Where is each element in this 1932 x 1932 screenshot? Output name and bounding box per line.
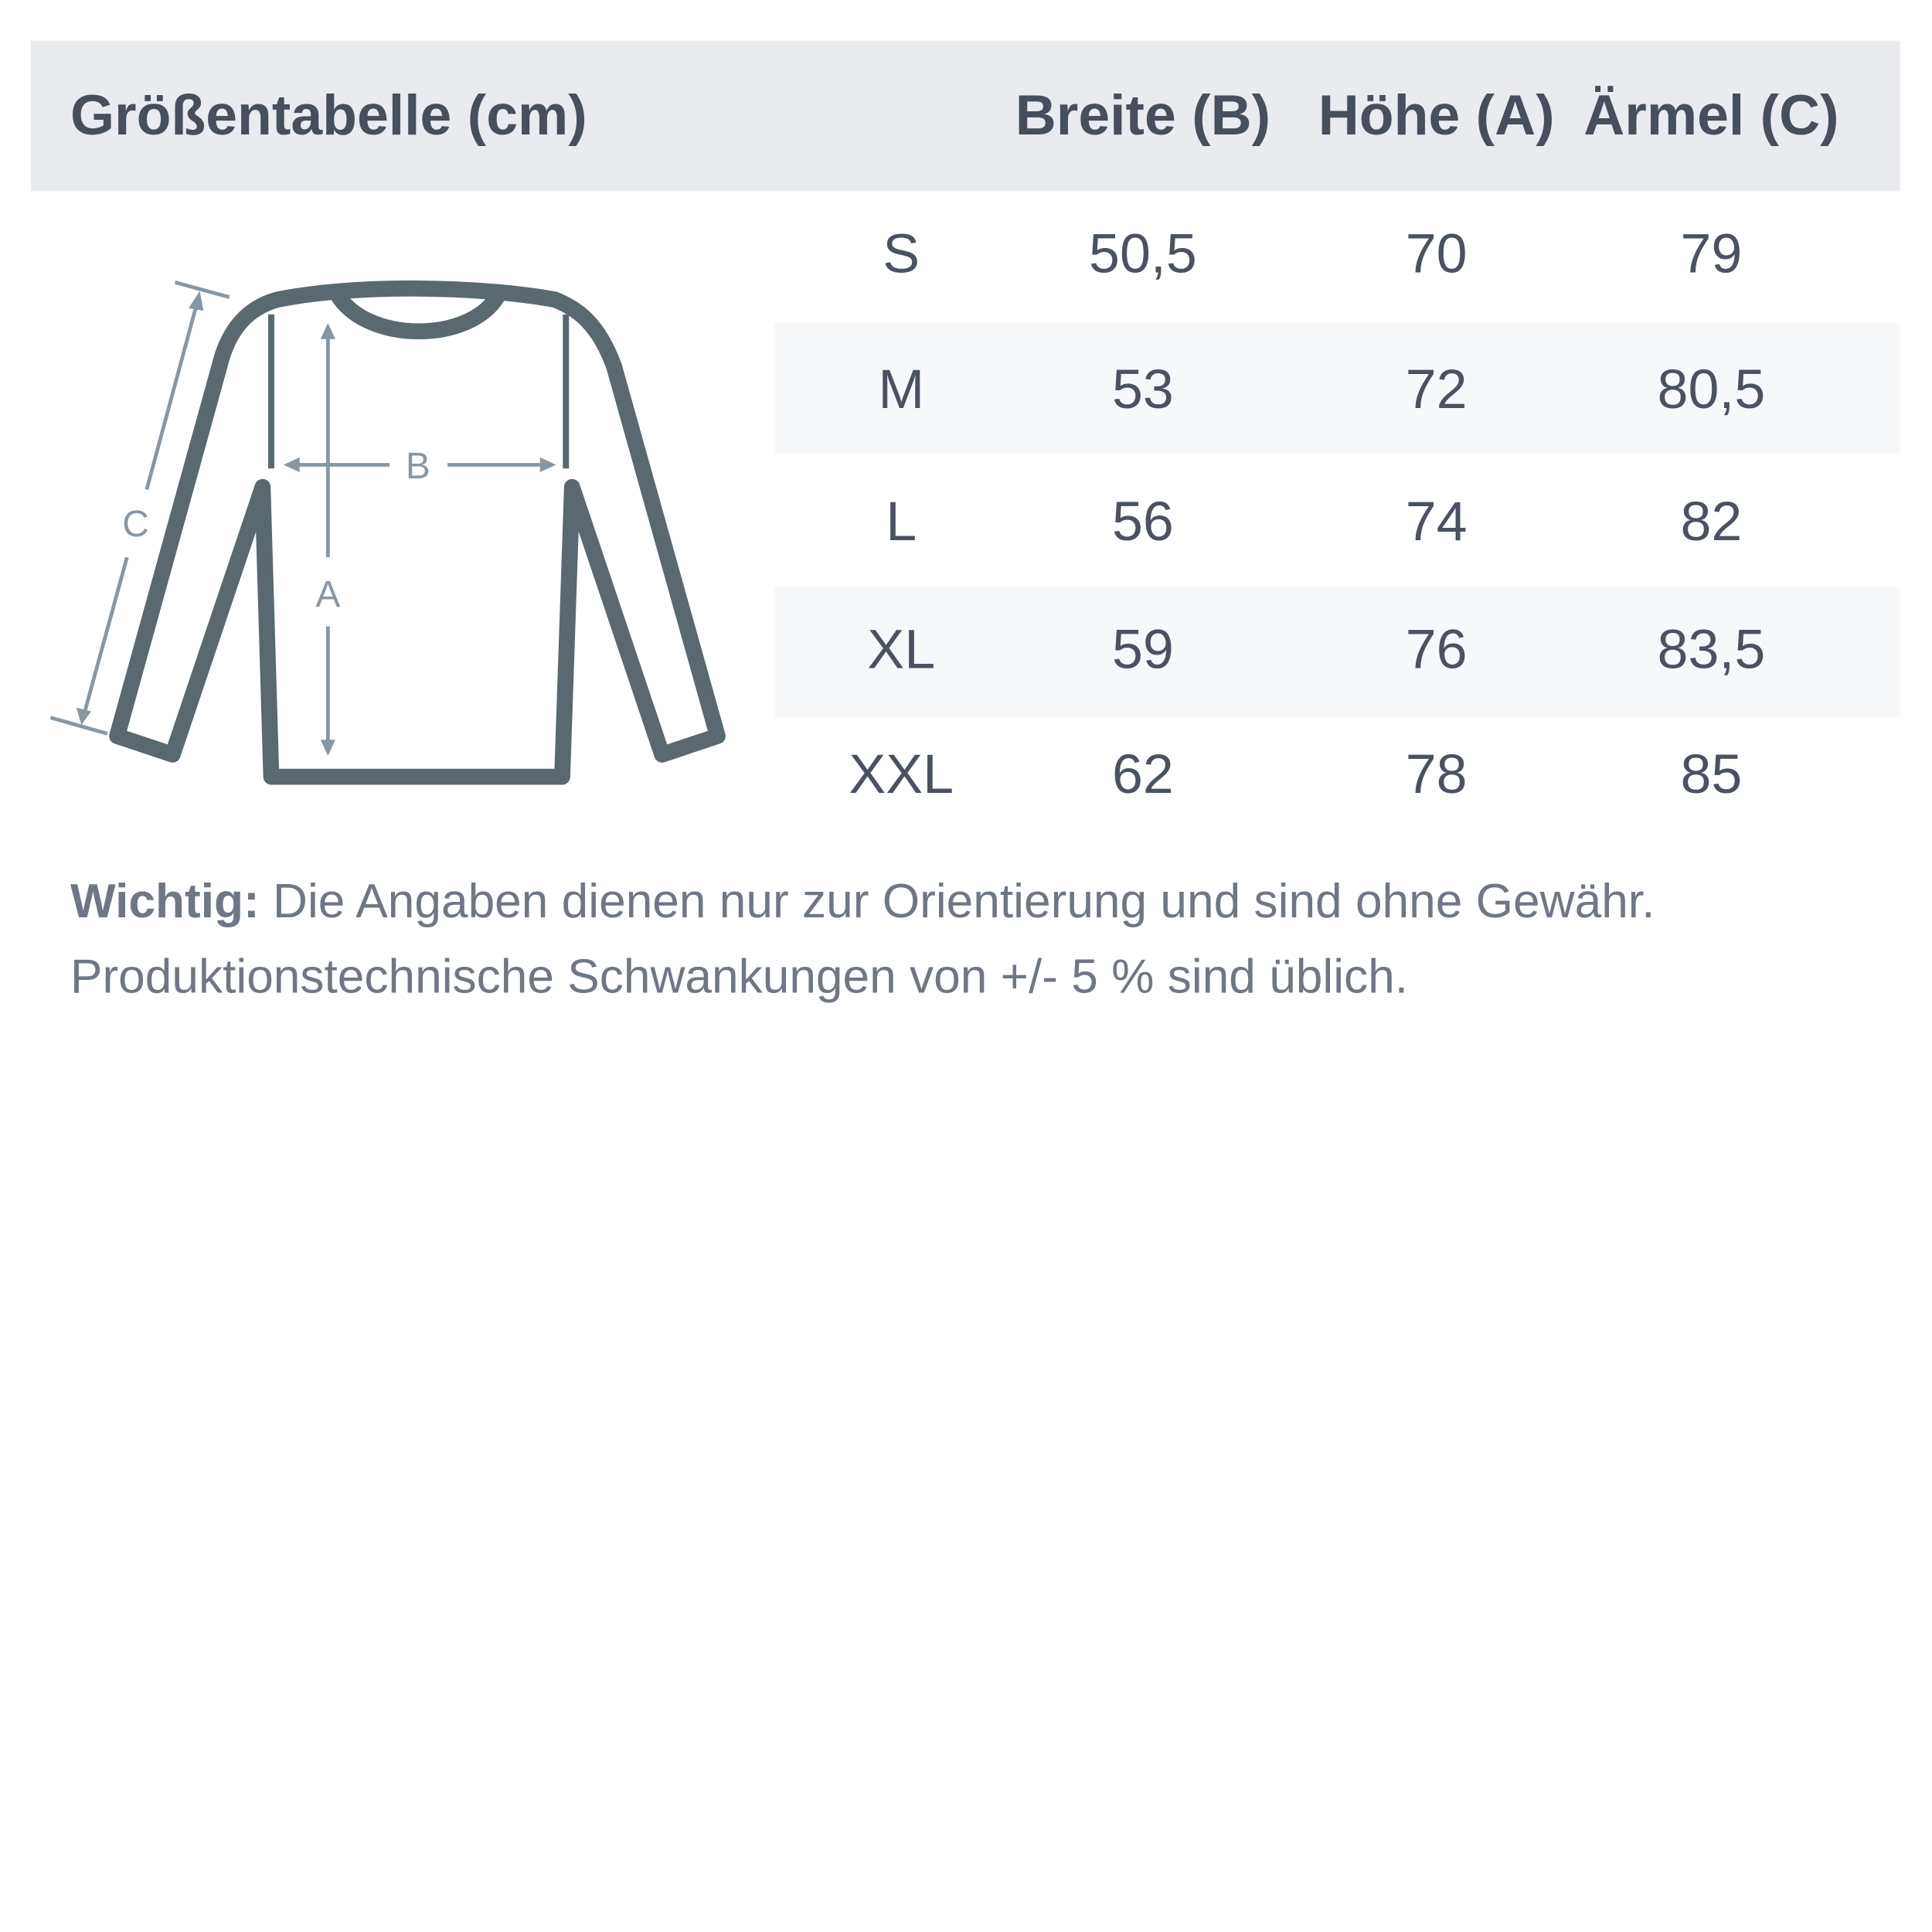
size-label: S (883, 222, 920, 285)
label-a: A (315, 574, 340, 615)
note-line-1: Wichtig: Die Angaben dienen nur zur Orie… (70, 876, 1655, 930)
column-header-width: Breite (B) (1015, 82, 1271, 147)
table-cell: 83,5 (1657, 617, 1766, 681)
row-stripe (774, 587, 1900, 718)
note-bold: Wichtig: (70, 875, 260, 929)
size-label: XXL (849, 742, 954, 805)
table-cell: 79 (1680, 222, 1743, 285)
shirt-collar-icon (331, 289, 505, 339)
label-c: C (122, 504, 149, 545)
table-cell: 76 (1405, 617, 1468, 681)
table-cell: 70 (1405, 222, 1468, 285)
label-b: B (406, 446, 430, 487)
table-cell: 50,5 (1089, 222, 1197, 285)
note-text-1: Die Angaben dienen nur zur Orientierung … (259, 875, 1655, 929)
table-cell: 59 (1112, 617, 1174, 681)
table-cell: 56 (1112, 489, 1174, 553)
table-cell: 82 (1680, 489, 1743, 553)
table-cell: 78 (1405, 742, 1468, 805)
shirt-diagram: B A C (49, 280, 726, 785)
table-cell: 72 (1405, 357, 1468, 421)
shirt-outline-icon (109, 280, 726, 785)
table-cell: 74 (1405, 489, 1468, 553)
column-header-sleeve: Ärmel (C) (1583, 82, 1839, 147)
note-line-2: Produktionstechnische Schwankungen von +… (70, 951, 1409, 1004)
table-cell: 80,5 (1657, 357, 1766, 421)
table-header (30, 40, 1900, 192)
size-label: M (878, 357, 925, 421)
chart-title: Größentabelle (cm) (70, 82, 587, 147)
table-cell: 62 (1112, 742, 1174, 805)
size-label: L (886, 489, 917, 553)
table-cell: 85 (1680, 742, 1743, 805)
row-stripe (774, 322, 1900, 454)
size-label: XL (867, 617, 936, 681)
column-header-height: Höhe (A) (1318, 82, 1555, 147)
table-cell: 53 (1112, 357, 1174, 421)
